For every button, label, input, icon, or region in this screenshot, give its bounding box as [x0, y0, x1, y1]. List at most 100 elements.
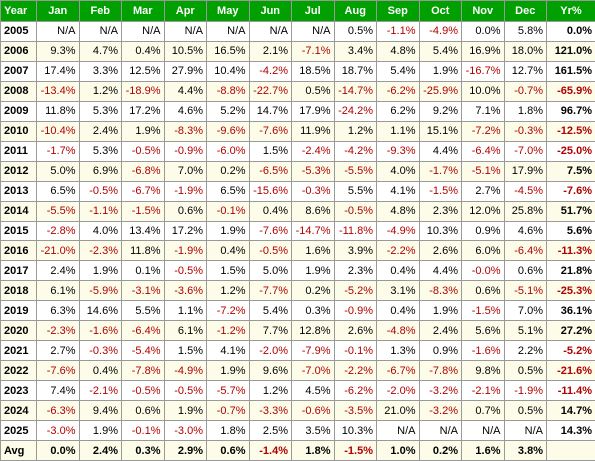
cell: 1.2%	[206, 280, 250, 302]
cell: -0.7%	[206, 400, 250, 422]
cell: 0.2%	[291, 280, 335, 302]
cell: -4.2%	[333, 140, 377, 162]
cell: -5.1%	[503, 280, 547, 302]
table-row: 2013 6.5% -0.5% -6.7% -1.9% 6.5% -15.6% -0.3% 5.…	[0, 180, 595, 202]
cell: 25.8%	[503, 200, 547, 222]
cell: -7.9%	[291, 340, 335, 362]
cell: -7.0%	[291, 360, 335, 382]
cell: 27.2%	[546, 320, 595, 342]
cell: 10.3%	[333, 420, 377, 442]
cell: 9.8%	[461, 360, 505, 382]
cell: 7.5%	[546, 160, 595, 182]
cell: -7.7%	[248, 280, 292, 302]
cell: -6.7%	[121, 180, 165, 202]
cell: 1.9%	[418, 60, 462, 82]
cell: 0.4%	[248, 200, 292, 222]
cell: 14.7%	[248, 100, 292, 122]
cell: 2.4%	[36, 260, 80, 282]
cell: -7.6%	[36, 360, 80, 382]
cell: 9.6%	[248, 360, 292, 382]
cell: -2.0%	[248, 340, 292, 362]
cell: -5.9%	[78, 280, 122, 302]
cell: 0.9%	[461, 220, 505, 242]
cell: -2.2%	[333, 360, 377, 382]
column-header: Jul	[291, 0, 335, 22]
cell: 0.1%	[121, 260, 165, 282]
cell: -1.2%	[206, 320, 250, 342]
table-row: 2015 -2.8% 4.0% 13.4% 17.2% 1.9% -7.6% -14.7% -1…	[0, 220, 595, 242]
cell: -5.4%	[121, 340, 165, 362]
cell: 121.0%	[546, 40, 595, 62]
cell: -11.4%	[546, 380, 595, 402]
cell: 27.9%	[163, 60, 207, 82]
row-label: 2020	[0, 320, 37, 342]
cell: 7.1%	[461, 100, 505, 122]
cell: 2.6%	[333, 320, 377, 342]
cell: 3.8%	[503, 440, 547, 461]
row-label: 2008	[0, 80, 37, 102]
cell: 3.9%	[333, 240, 377, 262]
cell: N/A	[461, 420, 505, 442]
cell: -6.2%	[376, 80, 420, 102]
cell: 2.4%	[78, 120, 122, 142]
cell: 1.8%	[291, 440, 335, 461]
row-label: 2007	[0, 60, 37, 82]
table-row: 2020 -2.3% -1.6% -6.4% 6.1% -1.2% 7.7% 12.8% 2.6…	[0, 320, 595, 342]
column-header: Aug	[333, 0, 377, 22]
cell: 0.6%	[163, 200, 207, 222]
row-label: 2015	[0, 220, 37, 242]
cell: -7.8%	[121, 360, 165, 382]
column-header: Sep	[376, 0, 420, 22]
cell: -1.1%	[376, 21, 420, 42]
row-label: 2006	[0, 40, 37, 62]
column-header: Nov	[461, 0, 505, 22]
cell: 4.0%	[376, 160, 420, 182]
cell: 0.9%	[418, 340, 462, 362]
cell: 1.0%	[376, 440, 420, 461]
cell: 1.9%	[206, 360, 250, 382]
cell: -1.6%	[461, 340, 505, 362]
cell: -5.7%	[206, 380, 250, 402]
table-row: 2008 -13.4% 1.2% -18.9% 4.4% -8.8% -22.7% 0.5% -…	[0, 80, 595, 102]
cell: N/A	[121, 21, 165, 42]
cell: N/A	[206, 21, 250, 42]
table-body: 2005 N/A N/A N/A N/A N/A N/A N/A 0.5% -1.1% -4.9% 0…	[0, 21, 595, 461]
cell: 7.7%	[248, 320, 292, 342]
cell: -25.0%	[546, 140, 595, 162]
cell: -1.5%	[461, 300, 505, 322]
table-row: 2018 6.1% -5.9% -3.1% -3.6% 1.2% -7.7% 0.2% -5.2…	[0, 280, 595, 302]
cell: -1.4%	[248, 440, 292, 461]
cell: 1.9%	[78, 260, 122, 282]
cell: 17.9%	[503, 160, 547, 182]
cell: 1.8%	[206, 420, 250, 442]
cell: 6.0%	[461, 240, 505, 262]
cell: -1.5%	[121, 200, 165, 222]
cell: 0.2%	[418, 440, 462, 461]
cell: 0.6%	[121, 400, 165, 422]
cell: -1.7%	[418, 160, 462, 182]
cell: 51.7%	[546, 200, 595, 222]
cell: 2.4%	[78, 440, 122, 461]
cell: 4.1%	[376, 180, 420, 202]
cell: 1.9%	[121, 120, 165, 142]
cell: 14.7%	[546, 400, 595, 422]
cell: 3.1%	[376, 280, 420, 302]
column-header: Mar	[121, 0, 165, 22]
row-label: 2009	[0, 100, 37, 122]
cell: 1.6%	[461, 440, 505, 461]
cell: 2.9%	[163, 440, 207, 461]
cell: 9.2%	[418, 100, 462, 122]
cell: -6.3%	[36, 400, 80, 422]
cell: -0.3%	[503, 120, 547, 142]
cell: -9.3%	[376, 140, 420, 162]
cell: -2.3%	[78, 240, 122, 262]
cell: -5.2%	[546, 340, 595, 362]
cell: 17.2%	[163, 220, 207, 242]
row-label: 2013	[0, 180, 37, 202]
cell: 0.0%	[36, 440, 80, 461]
cell: 7.4%	[36, 380, 80, 402]
cell: 0.6%	[461, 280, 505, 302]
cell: 9.4%	[78, 400, 122, 422]
table-row: 2006 9.3% 4.7% 0.4% 10.5% 16.5% 2.1% -7.1% 3.4% 4…	[0, 40, 595, 62]
cell: -0.3%	[291, 180, 335, 202]
